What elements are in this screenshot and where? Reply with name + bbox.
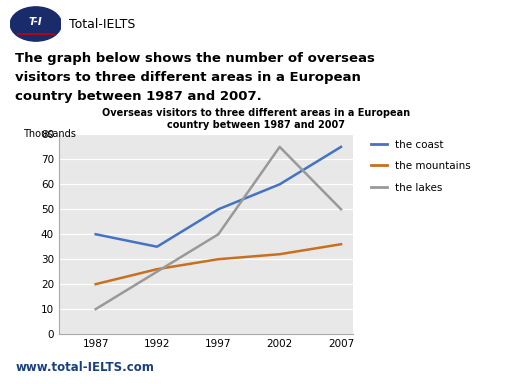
Ellipse shape [10,7,61,41]
Text: visitors to three different areas in a European: visitors to three different areas in a E… [15,71,361,84]
Text: Thousands: Thousands [23,129,76,139]
Text: www.total-IELTS.com: www.total-IELTS.com [15,361,154,374]
Legend: the coast, the mountains, the lakes: the coast, the mountains, the lakes [367,136,475,197]
Text: Total-IELTS: Total-IELTS [69,18,136,31]
Text: T-I: T-I [29,17,42,27]
Text: Overseas visitors to three different areas in a European: Overseas visitors to three different are… [102,108,410,118]
Text: The graph below shows the number of overseas: The graph below shows the number of over… [15,52,375,65]
Text: country between 1987 and 2007.: country between 1987 and 2007. [15,90,262,103]
Text: country between 1987 and 2007: country between 1987 and 2007 [167,120,345,130]
